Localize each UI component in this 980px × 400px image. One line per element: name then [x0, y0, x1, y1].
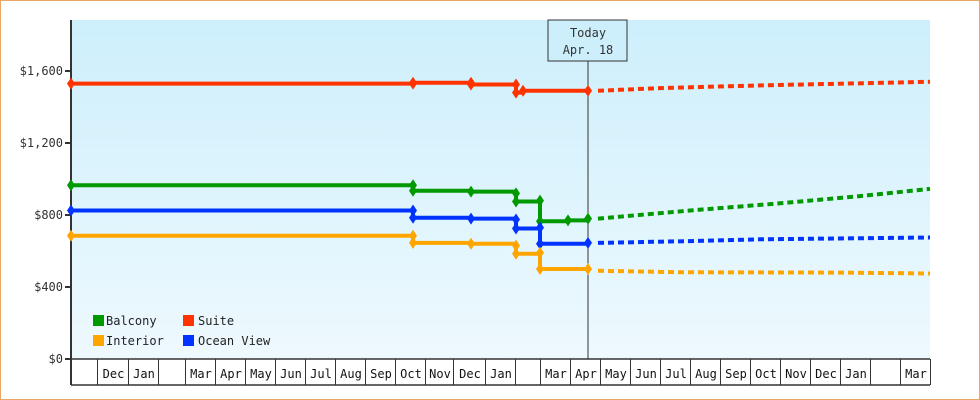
y-tick-label: $400 — [34, 280, 63, 294]
data-point-marker-icon[interactable] — [584, 263, 592, 275]
x-month-label: Jan — [133, 367, 155, 381]
data-point-marker-icon[interactable] — [409, 236, 417, 249]
data-point-marker-icon[interactable] — [536, 194, 544, 207]
data-point-marker-icon[interactable] — [467, 212, 475, 225]
legend-label: Ocean View — [198, 334, 271, 348]
y-tick-label: $0 — [49, 352, 63, 366]
y-tick-label: $1,600 — [20, 64, 63, 78]
data-point-marker-icon[interactable] — [512, 195, 520, 208]
data-point-marker-icon[interactable] — [536, 215, 544, 228]
data-point-marker-icon[interactable] — [536, 263, 544, 275]
x-month-label: Mar — [190, 367, 212, 381]
y-axis: $0 $400 $800 $1,200 $1,600 — [20, 20, 72, 385]
x-month-label: Nov — [429, 367, 451, 381]
data-point-marker-icon[interactable] — [512, 78, 520, 91]
data-point-marker-icon[interactable] — [467, 185, 475, 198]
x-month-label: Nov — [785, 367, 807, 381]
today-marker: Today Apr. 18 — [547, 19, 628, 359]
data-point-marker-icon[interactable] — [536, 246, 544, 259]
x-month-label: Aug — [695, 367, 717, 381]
x-month-label: Aug — [340, 367, 362, 381]
series-balcony — [67, 179, 931, 228]
x-month-label: Dec — [103, 367, 125, 381]
x-month-label: Mar — [905, 367, 927, 381]
series-lines — [67, 76, 931, 276]
data-point-marker-icon[interactable] — [409, 211, 417, 224]
data-point-marker-icon[interactable] — [584, 236, 592, 249]
data-point-marker-icon[interactable] — [409, 229, 417, 242]
series-suite — [67, 76, 931, 99]
data-point-marker-icon[interactable] — [67, 229, 75, 242]
x-month-label: Oct — [755, 367, 777, 381]
legend-label: Suite — [198, 314, 234, 328]
interior-swatch-icon — [93, 335, 104, 346]
x-month-label: Jul — [665, 367, 687, 381]
data-point-marker-icon[interactable] — [536, 237, 544, 250]
x-month-label: Jul — [310, 367, 332, 381]
y-tick-label: $1,200 — [20, 136, 63, 150]
x-month-label: Jan — [845, 367, 867, 381]
x-month-label: Sep — [370, 367, 392, 381]
today-box — [547, 19, 628, 62]
ocean-view-swatch-icon — [183, 335, 194, 346]
data-point-marker-icon[interactable] — [519, 84, 527, 97]
data-point-marker-icon[interactable] — [536, 221, 544, 234]
data-point-marker-icon[interactable] — [512, 86, 520, 99]
data-point-marker-icon[interactable] — [512, 247, 520, 260]
x-month-label: Jan — [490, 367, 512, 381]
data-point-marker-icon[interactable] — [512, 239, 520, 252]
x-month-label: Apr — [220, 367, 242, 381]
data-point-marker-icon[interactable] — [409, 76, 417, 89]
data-point-marker-icon[interactable] — [512, 222, 520, 235]
today-date: Apr. 18 — [563, 43, 614, 57]
x-month-label: Oct — [400, 367, 422, 381]
legend-label: Balcony — [106, 314, 157, 328]
series-interior — [67, 229, 931, 276]
data-point-marker-icon[interactable] — [584, 212, 592, 225]
legend: Balcony Suite Interior Ocean View — [93, 314, 271, 348]
suite-swatch-icon — [183, 315, 194, 326]
legend-item-interior[interactable]: Interior — [93, 334, 164, 348]
legend-item-balcony[interactable]: Balcony — [93, 314, 157, 328]
data-point-marker-icon[interactable] — [564, 214, 572, 227]
x-month-label: Dec — [815, 367, 837, 381]
x-month-label: Apr — [575, 367, 597, 381]
legend-label: Interior — [106, 334, 164, 348]
x-month-label: May — [250, 367, 272, 381]
data-point-marker-icon[interactable] — [67, 179, 75, 192]
x-month-label: Mar — [545, 367, 567, 381]
data-point-marker-icon[interactable] — [512, 213, 520, 226]
x-month-label: May — [605, 367, 627, 381]
x-month-label: Sep — [725, 367, 747, 381]
x-month-label: Dec — [459, 367, 481, 381]
x-month-label: Jun — [635, 367, 657, 381]
data-point-marker-icon[interactable] — [67, 204, 75, 217]
data-point-marker-icon[interactable] — [467, 237, 475, 250]
plot-area — [71, 20, 930, 359]
today-label: Today — [570, 26, 606, 40]
x-month-label: Jun — [280, 367, 302, 381]
data-point-marker-icon[interactable] — [409, 184, 417, 197]
series-ocean-view — [67, 204, 931, 250]
y-tick-label: $800 — [34, 208, 63, 222]
data-point-marker-icon[interactable] — [409, 204, 417, 217]
balcony-swatch-icon — [93, 315, 104, 326]
data-point-marker-icon[interactable] — [584, 84, 592, 97]
legend-item-suite[interactable]: Suite — [183, 314, 234, 328]
x-axis: Dec Jan Mar Apr May Jun Jul Aug Sep Oct Nov Dec Jan M… — [71, 358, 931, 386]
data-point-marker-icon[interactable] — [467, 78, 475, 91]
legend-item-ocean-view[interactable]: Ocean View — [183, 334, 271, 348]
data-point-marker-icon[interactable] — [512, 187, 520, 200]
data-point-marker-icon[interactable] — [67, 77, 75, 90]
